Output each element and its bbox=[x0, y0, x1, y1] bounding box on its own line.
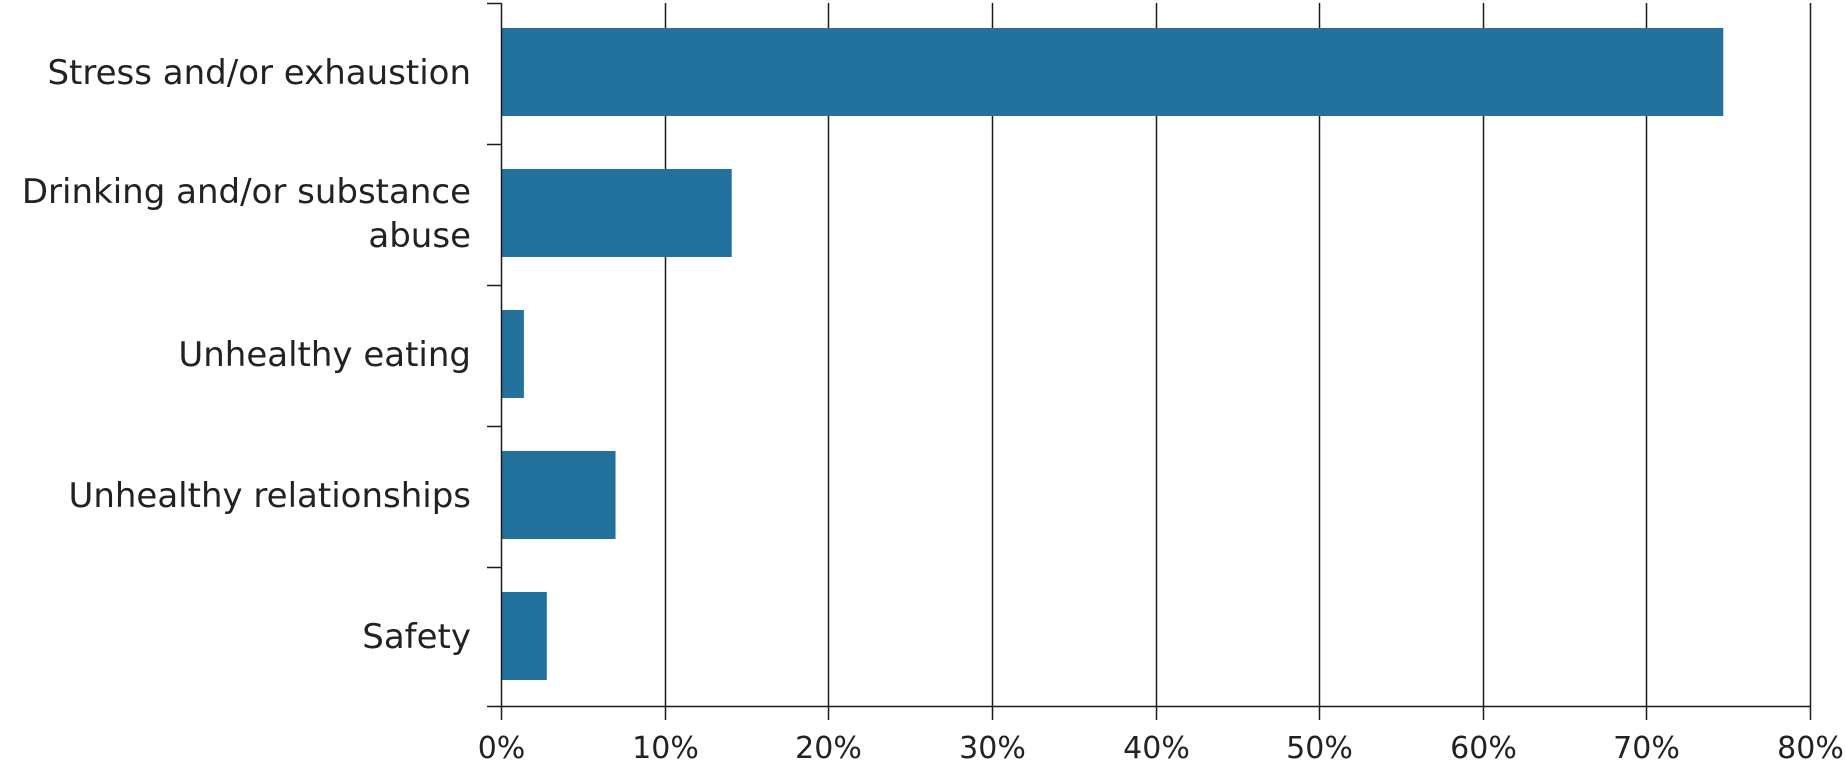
bars-group bbox=[501, 28, 1724, 680]
x-tick-label: 30% bbox=[959, 731, 1026, 766]
tick-labels-group: 0% 10% 20% 30% 40% 50% 60% 70% 80% bbox=[478, 731, 1844, 766]
x-tick-label: 20% bbox=[795, 731, 862, 766]
category-label: Unhealthy eating bbox=[178, 335, 471, 375]
x-tick-label: 60% bbox=[1450, 731, 1517, 766]
vertical-grid-lines bbox=[664, 3, 1812, 706]
bar bbox=[501, 451, 616, 539]
x-tick-label: 70% bbox=[1613, 731, 1680, 766]
bar bbox=[501, 28, 1724, 116]
x-tick-label: 10% bbox=[632, 731, 699, 766]
category-label-line: Safety bbox=[362, 617, 471, 657]
x-tick-label: 80% bbox=[1777, 731, 1844, 766]
category-label: Unhealthy relationships bbox=[68, 476, 471, 516]
bar bbox=[501, 592, 547, 680]
category-label-line: Unhealthy relationships bbox=[68, 476, 471, 516]
x-tick-label: 40% bbox=[1123, 731, 1190, 766]
category-label-line: Unhealthy eating bbox=[178, 335, 471, 375]
category-label: Safety bbox=[362, 617, 471, 657]
category-labels-group: Stress and/or exhaustion Drinking and/or … bbox=[22, 53, 471, 657]
axes-group bbox=[487, 2, 1812, 720]
bar bbox=[501, 169, 732, 257]
category-label: Drinking and/or substance abuse bbox=[22, 172, 471, 256]
category-label-line: abuse bbox=[368, 216, 471, 256]
x-tick-label: 0% bbox=[478, 731, 526, 766]
category-label: Stress and/or exhaustion bbox=[47, 53, 471, 93]
x-tick-label: 50% bbox=[1286, 731, 1353, 766]
category-label-line: Drinking and/or substance bbox=[22, 172, 471, 212]
bar bbox=[501, 310, 524, 398]
category-label-line: Stress and/or exhaustion bbox=[47, 53, 471, 93]
